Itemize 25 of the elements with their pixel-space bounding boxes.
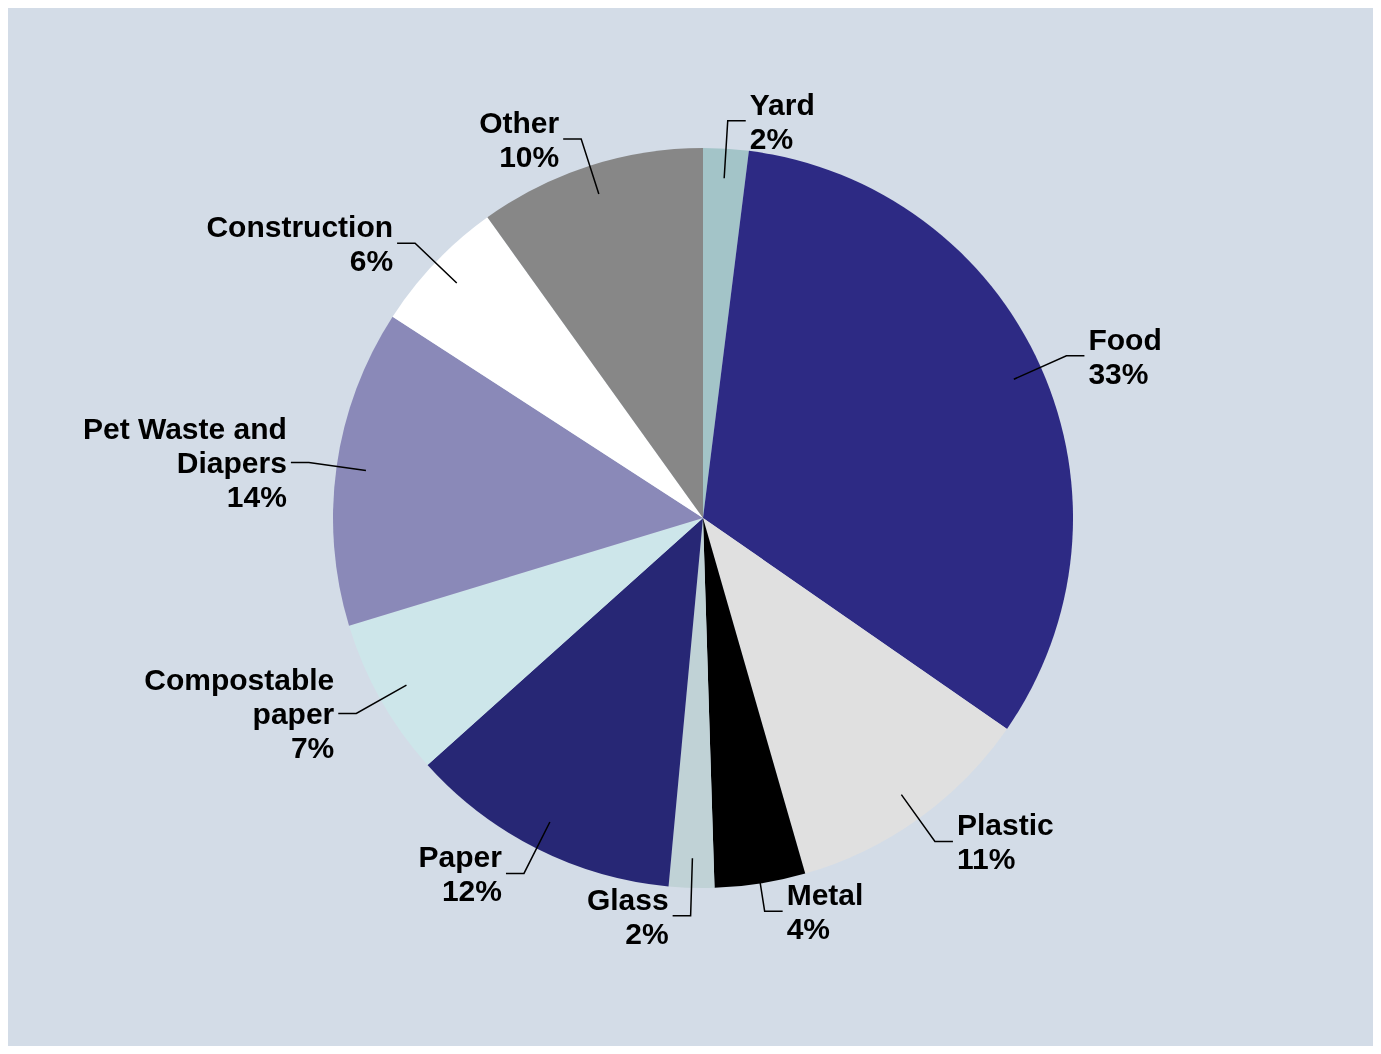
- slice-label: Plastic: [956, 807, 1054, 841]
- slice-label: Paper: [418, 839, 503, 873]
- data-label: 33%: [1088, 356, 1149, 390]
- data-label: 11%: [956, 841, 1016, 875]
- pie-slice: [349, 518, 703, 766]
- pie-slice: [487, 148, 703, 518]
- data-label: 2%: [749, 121, 794, 155]
- slice-label: Other: [479, 105, 560, 139]
- slice-label: Food: [1088, 322, 1162, 356]
- slice-label: Construction: [206, 209, 394, 243]
- data-label: 12%: [441, 873, 502, 907]
- slice-label: Glass: [586, 882, 669, 916]
- slice-label: Compostable paper: [144, 662, 335, 730]
- data-label: 7%: [290, 730, 335, 764]
- pie-slice: [703, 150, 1073, 729]
- slice-label: Yard: [749, 87, 815, 121]
- data-label: 14%: [226, 479, 287, 513]
- pie-slice: [333, 316, 703, 626]
- data-label: 4%: [786, 911, 831, 945]
- data-label: 10%: [499, 139, 560, 173]
- pie-slice: [392, 217, 703, 518]
- data-label: 2%: [625, 916, 669, 950]
- slice-label: Pet Waste and Diapers: [82, 411, 287, 479]
- slice-label: Metal: [786, 877, 864, 911]
- data-label: 6%: [349, 243, 394, 277]
